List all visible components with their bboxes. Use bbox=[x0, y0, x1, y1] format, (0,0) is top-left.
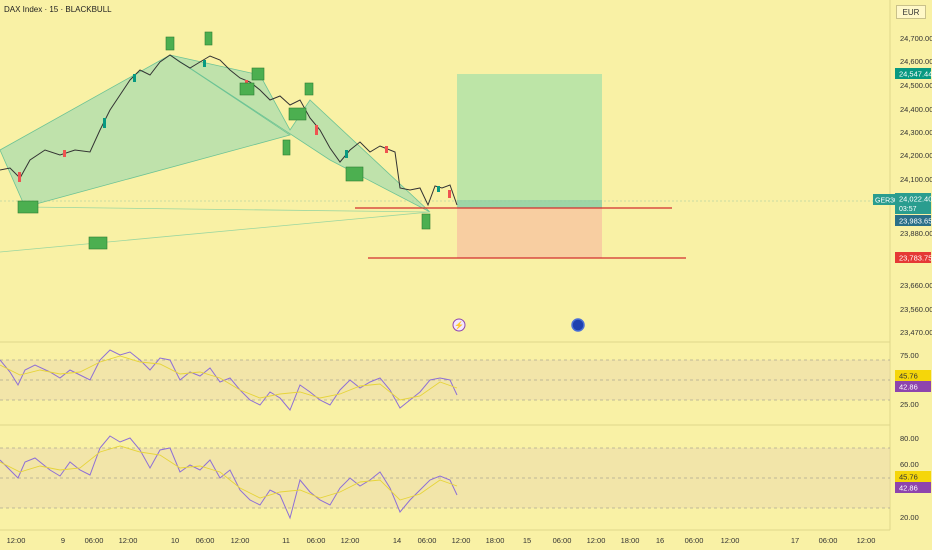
time-label: 06:00 bbox=[418, 536, 437, 545]
rsi2-value-b: 42.86 bbox=[899, 484, 918, 493]
rsi2-line bbox=[0, 435, 458, 520]
time-label: 9 bbox=[61, 536, 65, 545]
time-label: 18:00 bbox=[486, 536, 505, 545]
price-label: 23,560.00 bbox=[900, 305, 932, 314]
rsi1-value-b: 42.86 bbox=[899, 383, 918, 392]
bar-countdown: 03:57 bbox=[899, 206, 917, 213]
time-label: 12:00 bbox=[587, 536, 606, 545]
rsi1-line bbox=[0, 349, 458, 411]
lightning-event-icon[interactable] bbox=[452, 318, 466, 332]
rsi2-label: 60.00 bbox=[900, 460, 919, 469]
time-axis[interactable]: 12:00 9 06:00 12:00 10 06:00 12:00 11 06… bbox=[7, 536, 876, 545]
harmonic-xab-triangle[interactable] bbox=[0, 54, 291, 208]
take-profit-price-badge: 24,547.44 bbox=[899, 70, 932, 79]
time-label: 12:00 bbox=[7, 536, 26, 545]
time-label: 12:00 bbox=[231, 536, 250, 545]
rsi2-label: 20.00 bbox=[900, 513, 919, 522]
time-label: 12:00 bbox=[341, 536, 360, 545]
price-label: 24,400.00 bbox=[900, 105, 932, 114]
price-label: 24,200.00 bbox=[900, 151, 932, 160]
price-label: 24,300.00 bbox=[900, 128, 932, 137]
svg-text:⚡: ⚡ bbox=[454, 320, 464, 330]
time-label: 12:00 bbox=[119, 536, 138, 545]
time-label: 06:00 bbox=[307, 536, 326, 545]
currency-selector[interactable]: EUR bbox=[896, 5, 926, 19]
rsi1-value-a: 45.76 bbox=[899, 372, 918, 381]
economic-event-icon[interactable] bbox=[571, 318, 585, 332]
rsi2-label: 80.00 bbox=[900, 434, 919, 443]
profit-zone[interactable] bbox=[457, 74, 602, 208]
price-label: 24,100.00 bbox=[900, 175, 932, 184]
time-label: 18:00 bbox=[621, 536, 640, 545]
price-label: 23,660.00 bbox=[900, 281, 932, 290]
time-label: 06:00 bbox=[685, 536, 704, 545]
time-label: 12:00 bbox=[452, 536, 471, 545]
time-label: 06:00 bbox=[196, 536, 215, 545]
price-label: 24,700.00 bbox=[900, 34, 932, 43]
stop-loss-price-badge: 23,783.75 bbox=[899, 254, 932, 263]
time-label: 12:00 bbox=[721, 536, 740, 545]
price-label: 23,470.00 bbox=[900, 328, 932, 337]
rsi2-value-a: 45.76 bbox=[899, 473, 918, 482]
pattern-point-markers[interactable] bbox=[17, 31, 431, 250]
current-price-badge: 24,022.40 bbox=[899, 195, 932, 204]
time-label: 14 bbox=[393, 536, 401, 545]
symbol-tag: GER30 bbox=[875, 198, 898, 205]
time-label: 10 bbox=[171, 536, 179, 545]
price-label: 23,880.00 bbox=[900, 229, 932, 238]
time-label: 16 bbox=[656, 536, 664, 545]
time-label: 12:00 bbox=[857, 536, 876, 545]
rsi1-label: 75.00 bbox=[900, 351, 919, 360]
time-label: 06:00 bbox=[553, 536, 572, 545]
time-label: 17 bbox=[791, 536, 799, 545]
loss-zone[interactable] bbox=[457, 208, 602, 258]
price-label: 24,600.00 bbox=[900, 57, 932, 66]
price-label: 24,500.00 bbox=[900, 81, 932, 90]
entry-price-badge: 23,983.65 bbox=[899, 217, 932, 226]
time-label: 06:00 bbox=[85, 536, 104, 545]
time-label: 15 bbox=[523, 536, 531, 545]
time-label: 06:00 bbox=[819, 536, 838, 545]
rsi1-label: 25.00 bbox=[900, 400, 919, 409]
symbol-title: DAX Index · 15 · BLACKBULL bbox=[4, 5, 112, 14]
time-label: 11 bbox=[282, 536, 290, 545]
